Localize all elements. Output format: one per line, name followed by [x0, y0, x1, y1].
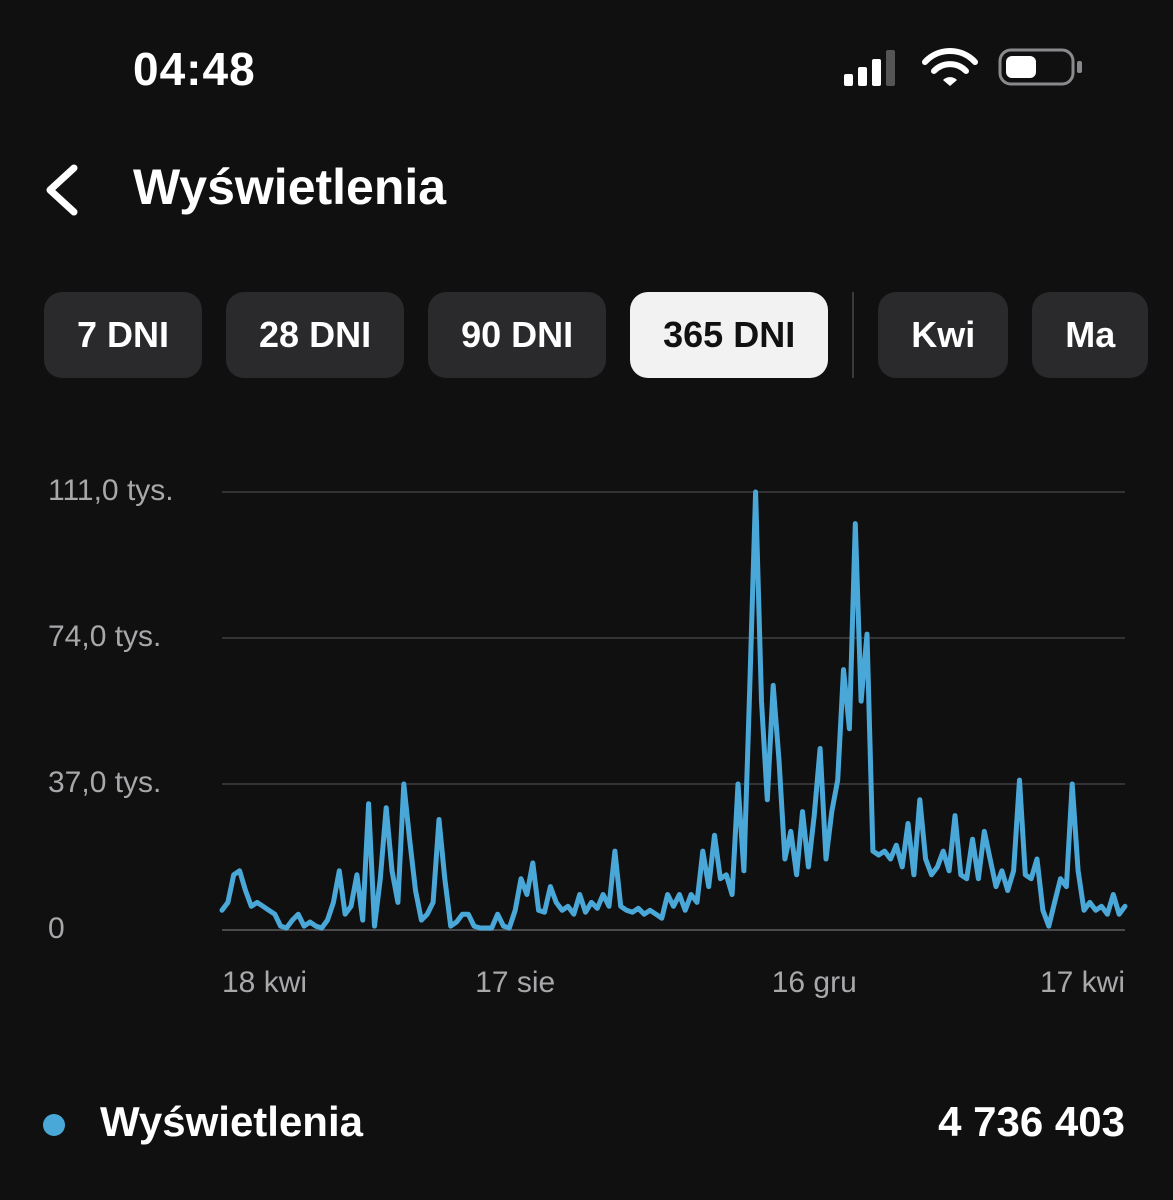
x-tick-label: 17 kwi — [1040, 966, 1125, 999]
tab-divider — [852, 292, 855, 378]
x-tick-label: 17 sie — [475, 966, 555, 999]
x-tick-label: 18 kwi — [222, 966, 307, 999]
x-tick-label: 16 gru — [772, 966, 857, 999]
range-tab[interactable]: 365 DNI — [630, 292, 829, 378]
status-time: 04:48 — [133, 43, 256, 95]
y-tick-label: 74,0 tys. — [48, 620, 161, 653]
month-tab[interactable]: Kwi — [878, 292, 1009, 378]
range-tab[interactable]: 28 DNI — [226, 292, 405, 378]
y-tick-label: 111,0 tys. — [48, 474, 174, 507]
legend-total: 4 736 403 — [938, 1098, 1125, 1145]
page-title: Wyświetlenia — [133, 159, 447, 215]
back-button[interactable] — [40, 160, 90, 220]
y-tick-label: 0 — [48, 912, 65, 945]
month-tab[interactable]: Ma — [1032, 292, 1149, 378]
range-tab[interactable]: 7 DNI — [44, 292, 203, 378]
status-icons — [844, 48, 1082, 86]
range-tabs: 7 DNI 28 DNI 90 DNI 365 DNI Kwi Ma — [44, 292, 1149, 378]
y-tick-label: 37,0 tys. — [48, 766, 161, 799]
legend-label: Wyświetlenia — [100, 1098, 363, 1145]
line-series — [219, 489, 1128, 931]
range-tab[interactable]: 90 DNI — [428, 292, 607, 378]
legend-dot — [43, 1114, 65, 1136]
